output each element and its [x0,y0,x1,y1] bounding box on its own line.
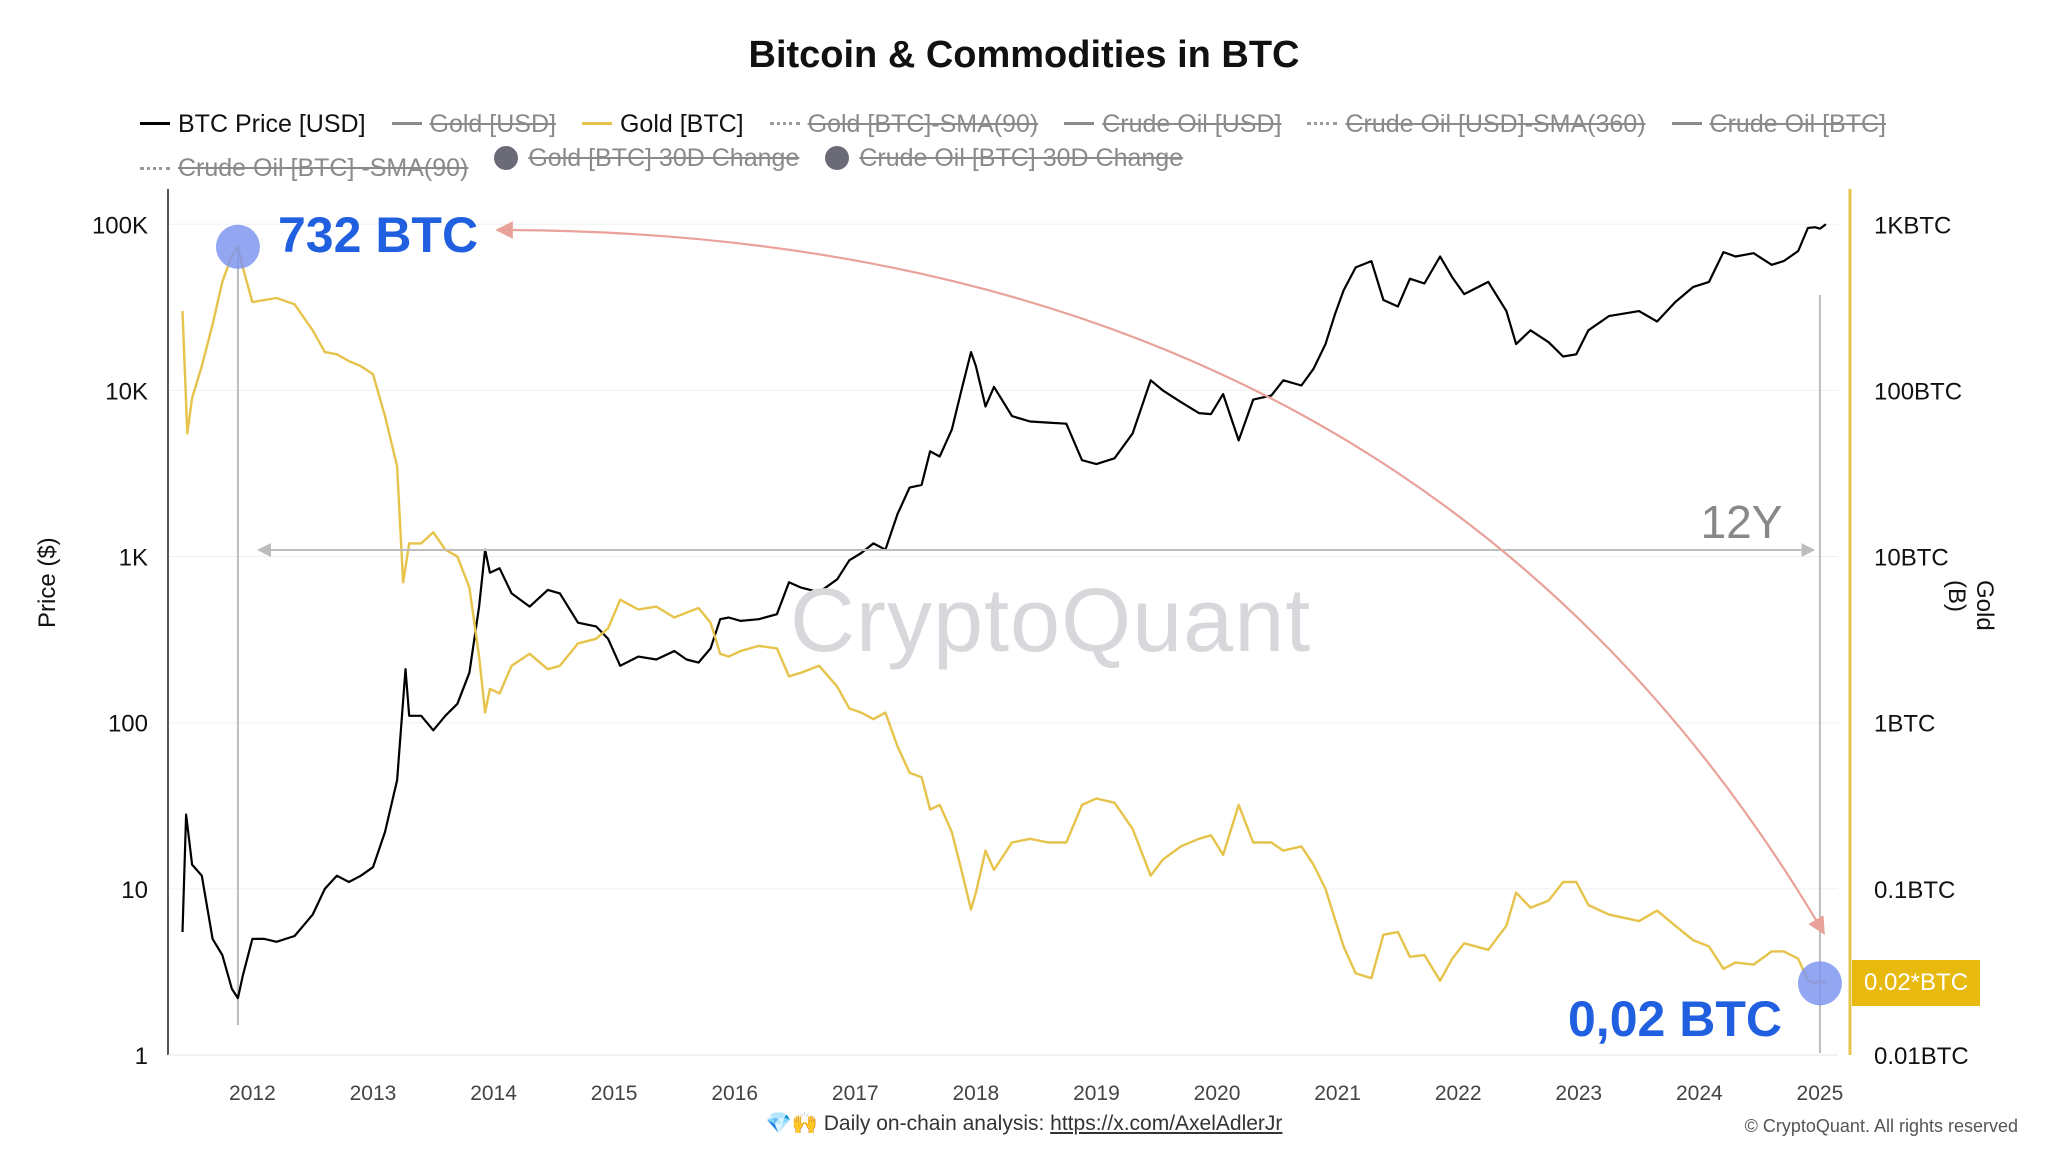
footer-text: Daily on-chain analysis: [823,1112,1045,1135]
annotation-layer: 12Y [215,221,1842,1006]
legend-line-icon [140,122,170,125]
watermark: CryptoQuant [790,571,1312,671]
x-tick-label: 2019 [1073,1082,1120,1105]
legend-line-icon [581,122,612,125]
left-tick-label: 100 [108,711,148,738]
footer-emoji: 💎🙌 [765,1112,818,1135]
legend-label: Crude Oil [BTC] -SMA(90) [178,154,469,182]
span-label: 12Y [1701,496,1783,548]
left-axis-title: Price ($) [34,537,61,628]
legend-label: Gold [BTC] [619,109,744,138]
x-tick-label: 2017 [832,1082,879,1105]
legend-item[interactable]: Crude Oil [BTC] [1671,107,1886,141]
x-tick-label: 2012 [229,1082,276,1105]
x-tick-label: 2020 [1194,1082,1241,1105]
legend-item[interactable]: Gold [BTC] [581,107,744,141]
legend-label: BTC Price [USD] [178,109,366,138]
legend-item[interactable]: Crude Oil [BTC] -SMA(90) [140,151,468,185]
chart-title: Bitcoin & Commodities in BTC [748,34,1300,76]
x-tick-label: 2025 [1797,1082,1844,1105]
legend-label: Crude Oil [USD] [1102,109,1282,138]
footer-link[interactable]: https://x.com/AxelAdlerJr [1050,1112,1283,1135]
x-tick-label: 2014 [470,1082,517,1105]
legend-dot-icon [494,145,519,170]
legend-item[interactable]: BTC Price [USD] [140,107,366,141]
left-tick-label: 10 [121,877,148,904]
x-tick-label: 2024 [1676,1082,1723,1105]
x-tick-label: 2023 [1555,1082,1602,1105]
legend-line-icon [1307,122,1338,125]
start-value-annotation: 732 BTC [278,207,479,263]
axes: 1 10 100 1K 10K 100K 0.01BTC 0.1BTC 1BTC 10BTC 100… [92,189,1969,1105]
copyright: © CryptoQuant. All rights reserved [1744,1116,2018,1136]
legend-label: Crude Oil [BTC] [1709,109,1886,138]
legend-line-icon [1064,122,1095,125]
right-axis-title: Gold (B) [1943,580,1998,631]
x-tick-label: 2018 [953,1082,1000,1105]
right-tick-label: 0.1BTC [1874,877,1955,904]
legend-dot-icon [825,145,850,170]
legend-label: Crude Oil [BTC] 30D Change [859,143,1184,172]
trend-arrow [495,221,1825,935]
left-tick-label: 1 [135,1043,148,1070]
legend-item[interactable]: Gold [BTC] 30D Change [494,141,799,175]
legend-item[interactable]: Crude Oil [USD] [1064,107,1281,141]
legend-label: Gold [BTC]-SMA(90) [807,109,1039,138]
legend: BTC Price [USD] Gold [USD] Gold [BTC] Gold … [140,100,1940,185]
x-tick-label: 2015 [591,1082,638,1105]
x-tick-label: 2016 [711,1082,758,1105]
legend-item[interactable]: Crude Oil [BTC] 30D Change [825,141,1183,175]
right-tick-label: 1KBTC [1874,212,1951,239]
right-tick-label: 100BTC [1874,378,1962,405]
legend-label: Gold [USD] [429,109,556,138]
footer: 💎🙌 Daily on-chain analysis: https://x.co… [0,1112,2048,1136]
start-marker [215,224,260,269]
legend-line-icon [1671,122,1702,125]
right-tick-label: 1BTC [1874,711,1935,738]
legend-label: Gold [BTC] 30D Change [528,143,800,172]
legend-item[interactable]: Gold [BTC]-SMA(90) [769,107,1039,141]
legend-line-icon [391,122,422,125]
left-tick-label: 100K [92,212,148,239]
x-tick-label: 2013 [350,1082,397,1105]
legend-line-icon [140,166,170,170]
left-tick-label: 1K [119,545,148,572]
legend-line-icon [769,122,800,125]
right-tick-label: 0.01BTC [1874,1043,1969,1070]
legend-item[interactable]: Crude Oil [USD]-SMA(360) [1307,107,1646,141]
end-marker [1797,961,1842,1006]
x-tick-label: 2022 [1435,1082,1482,1105]
x-tick-label: 2021 [1314,1082,1361,1105]
legend-item[interactable]: Gold [USD] [391,107,556,141]
right-tick-label: 10BTC [1874,545,1949,572]
end-value-annotation: 0,02 BTC [1568,991,1782,1047]
last-value-tag: 0.02*BTC [1852,960,1980,1006]
legend-label: Crude Oil [USD]-SMA(360) [1345,109,1646,138]
left-tick-label: 10K [105,378,148,405]
